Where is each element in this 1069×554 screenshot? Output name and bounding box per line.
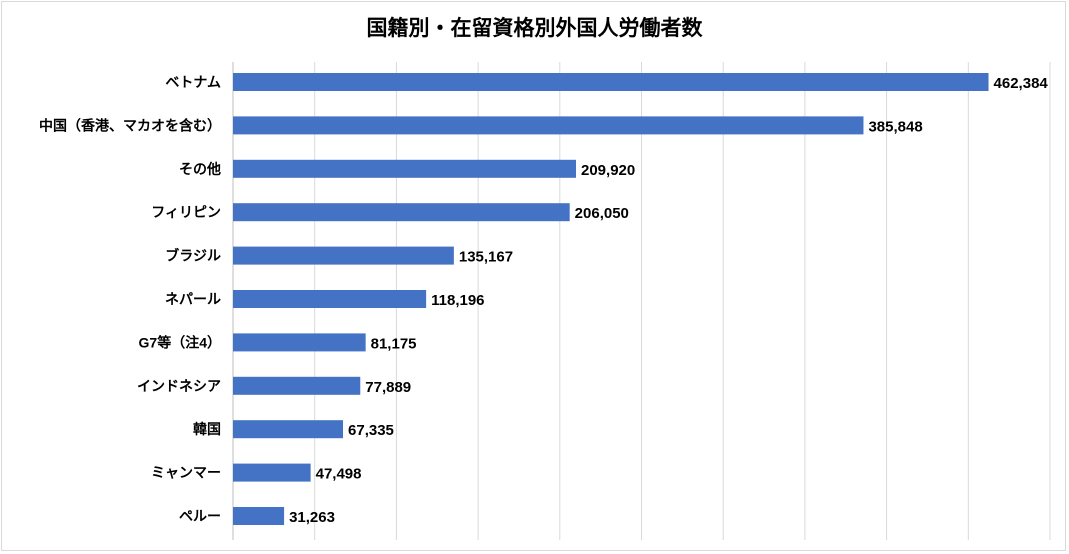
category-label: その他 [179, 161, 221, 177]
bar [233, 246, 454, 265]
chart-title: 国籍別・在留資格別外国人労働者数 [366, 17, 703, 40]
category-label: ネパール [165, 291, 221, 307]
bar [233, 376, 361, 395]
category-label: G7等（注4） [139, 334, 221, 350]
category-label: 韓国 [193, 421, 221, 437]
bar [233, 333, 366, 352]
bar [233, 420, 344, 439]
category-label: フィリピン [151, 204, 221, 220]
data-label: 135,167 [459, 249, 513, 266]
bar [233, 290, 427, 308]
data-label: 462,384 [994, 75, 1049, 92]
data-label: 77,889 [365, 379, 411, 396]
data-label: 206,050 [575, 205, 629, 222]
category-label: インドネシア [137, 378, 221, 394]
category-label: ミャンマー [151, 465, 221, 481]
category-label: ペルー [179, 508, 221, 524]
category-label: 中国（香港、マカオを含む） [39, 117, 221, 133]
data-label: 209,920 [581, 162, 635, 179]
bar [233, 116, 864, 135]
data-label: 67,335 [348, 422, 394, 439]
bar [233, 463, 311, 482]
bar [233, 203, 570, 222]
category-label: ベトナム [165, 74, 221, 90]
data-label: 31,263 [289, 509, 335, 526]
bar [233, 73, 989, 91]
data-label: 81,175 [371, 335, 417, 352]
bar [233, 507, 285, 525]
data-label: 385,848 [868, 118, 922, 135]
data-label: 118,196 [431, 292, 484, 309]
data-label: 47,498 [316, 466, 362, 483]
bar [233, 159, 577, 178]
category-label: ブラジル [165, 248, 221, 264]
